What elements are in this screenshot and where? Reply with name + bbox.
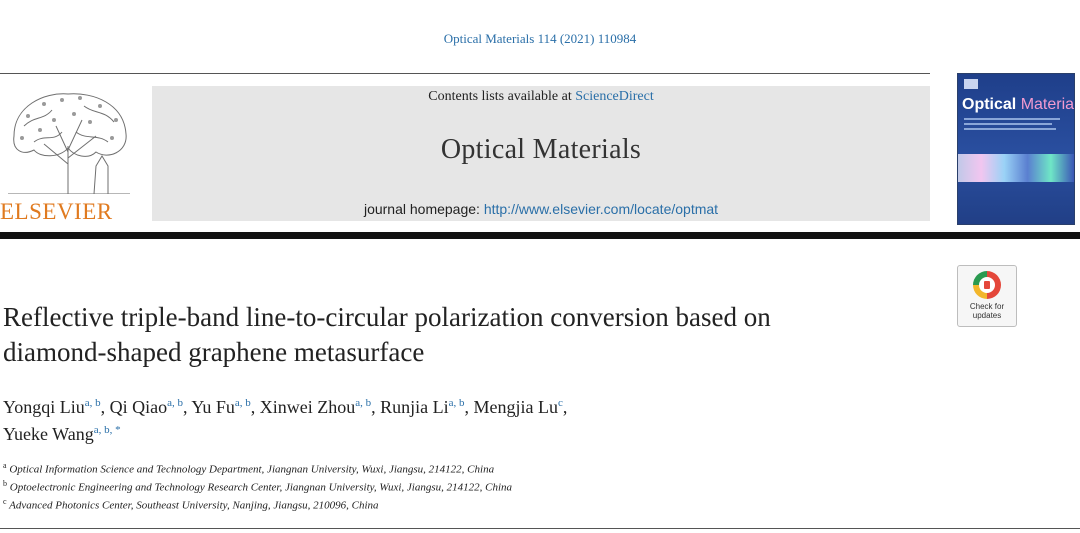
elsevier-tree-icon bbox=[8, 93, 130, 194]
cover-text-lines bbox=[964, 118, 1064, 133]
author-affiliation-marker[interactable]: c bbox=[557, 397, 563, 409]
elsevier-wordmark: ELSEVIER bbox=[0, 199, 113, 224]
affiliation-item: c Advanced Photonics Center, Southeast U… bbox=[3, 497, 379, 512]
affiliation-marker: b bbox=[3, 479, 7, 488]
journal-citation: Optical Materials 114 (2021) 110984 bbox=[443, 31, 637, 46]
journal-cover[interactable]: Optical Materials bbox=[957, 73, 1075, 225]
cover-publisher-mark bbox=[964, 79, 978, 89]
check-for-updates-line2: updates bbox=[972, 311, 1002, 320]
author-affiliation-marker[interactable]: a, b bbox=[84, 397, 101, 409]
author-name[interactable]: Yu Fu bbox=[191, 397, 235, 417]
author-name[interactable]: Qi Qiao bbox=[109, 397, 168, 417]
article-title: Reflective triple-band line-to-circular … bbox=[3, 300, 933, 370]
author-affiliation-marker[interactable]: a, b bbox=[167, 397, 183, 409]
affiliation-text: Optical Information Science and Technolo… bbox=[9, 463, 495, 476]
affiliation-marker: c bbox=[3, 497, 7, 506]
cover-image-strip bbox=[958, 154, 1074, 182]
affiliation-text: Advanced Photonics Center, Southeast Uni… bbox=[9, 499, 379, 512]
author-name[interactable]: Xinwei Zhou bbox=[259, 397, 356, 417]
author-separator: , bbox=[371, 397, 381, 417]
article-title-line1: Reflective triple-band line-to-circular … bbox=[3, 302, 771, 332]
cover-title-sub: Materials bbox=[1020, 96, 1075, 113]
contents-line: Contents lists available at ScienceDirec… bbox=[152, 89, 930, 105]
author-list: Yongqi Liua, b, Qi Qiaoa, b, Yu Fua, b, … bbox=[3, 392, 933, 446]
affiliation-item: b Optoelectronic Engineering and Technol… bbox=[3, 479, 512, 494]
author-affiliation-marker[interactable]: a, b bbox=[234, 397, 251, 409]
article-title-line2: diamond-shaped graphene metasurface bbox=[3, 337, 425, 367]
affiliation-text: Optoelectronic Engineering and Technolog… bbox=[9, 481, 513, 494]
affiliation-marker: a bbox=[3, 461, 7, 470]
author-separator: , bbox=[182, 397, 192, 417]
author-name[interactable]: Yongqi Liu bbox=[3, 397, 85, 417]
journal-banner: Contents lists available at ScienceDirec… bbox=[152, 86, 930, 221]
author-separator: , bbox=[250, 397, 260, 417]
author-name[interactable]: Mengjia Lu bbox=[473, 397, 558, 417]
homepage-link[interactable]: http://www.elsevier.com/locate/optmat bbox=[483, 201, 719, 217]
author-affiliation-marker[interactable]: a, b, * bbox=[93, 424, 121, 436]
journal-title: Optical Materials bbox=[440, 134, 642, 165]
homepage-prefix: journal homepage: bbox=[363, 201, 484, 217]
section-divider bbox=[0, 528, 1080, 529]
author-affiliation-marker[interactable]: a, b bbox=[448, 397, 465, 409]
check-for-updates-line1: Check for bbox=[969, 302, 1005, 311]
author-separator: , bbox=[100, 397, 110, 417]
cover-title-main: Optical bbox=[962, 96, 1017, 113]
journal-homepage: journal homepage: http://www.elsevier.co… bbox=[152, 201, 930, 217]
author-name[interactable]: Yueke Wang bbox=[3, 424, 94, 444]
check-for-updates-icon bbox=[973, 271, 1001, 299]
author-affiliation-marker[interactable]: a, b bbox=[355, 397, 372, 409]
sciencedirect-link[interactable]: ScienceDirect bbox=[575, 89, 654, 104]
author-name[interactable]: Runjia Li bbox=[380, 397, 449, 417]
elsevier-logo[interactable]: ELSEVIER bbox=[0, 86, 150, 224]
header-rule bbox=[0, 73, 930, 74]
cover-title: Optical Materials bbox=[962, 96, 1075, 114]
affiliation-item: a Optical Information Science and Techno… bbox=[3, 461, 494, 476]
author-separator: , bbox=[562, 397, 568, 417]
header-bottom-rule bbox=[0, 232, 1080, 239]
check-for-updates-label: Check for updates bbox=[958, 302, 1016, 320]
author-separator: , bbox=[464, 397, 474, 417]
check-for-updates-button[interactable]: Check for updates bbox=[957, 265, 1017, 327]
contents-prefix: Contents lists available at bbox=[428, 89, 576, 104]
